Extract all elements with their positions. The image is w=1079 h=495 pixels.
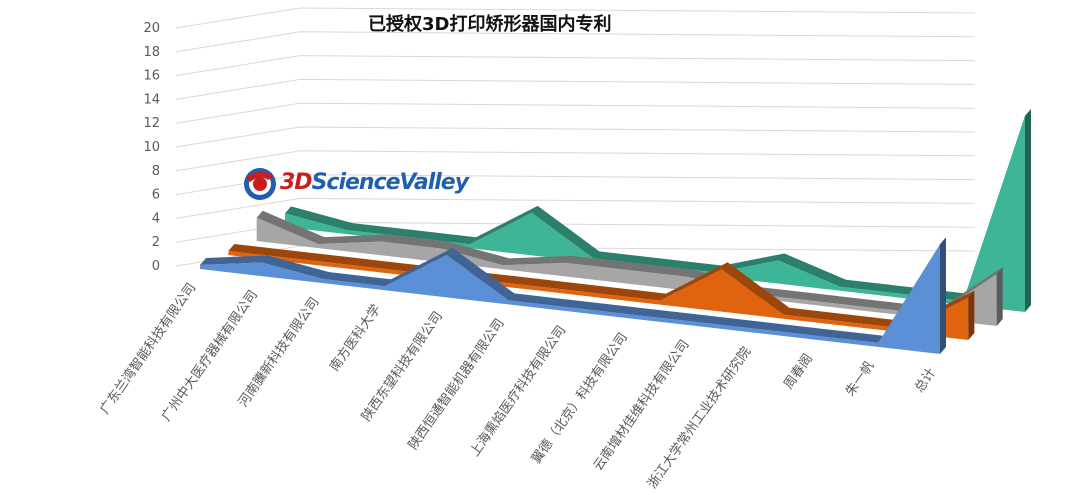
y-tick-label: 12 xyxy=(143,116,160,131)
series-ribbons xyxy=(200,109,1031,354)
series-ribbon-top xyxy=(256,210,1003,315)
series-end-cap xyxy=(996,267,1003,326)
series-ribbon-top xyxy=(228,244,975,329)
grid-lines xyxy=(175,7,976,267)
gridline xyxy=(175,174,976,196)
series-area xyxy=(256,217,997,326)
series-area xyxy=(200,244,940,354)
brand-logo: 3DScienceValley xyxy=(240,162,469,206)
series-end-cap xyxy=(940,237,946,354)
series-end-cap xyxy=(1025,109,1031,312)
x-tick-label: 总计 xyxy=(912,366,939,396)
gridline xyxy=(175,150,976,172)
y-axis-tick-labels: 0 2 4 6 8 10 12 14 16 18 20 xyxy=(143,21,160,274)
y-tick-label: 8 xyxy=(152,164,160,179)
y-tick-label: 10 xyxy=(143,140,160,155)
x-tick-label: 南方医科大学 xyxy=(326,301,384,374)
chart-title: 已授权3D打印矫形器国内专利 xyxy=(368,14,612,35)
series-ribbon-top xyxy=(285,109,1031,301)
y-tick-label: 0 xyxy=(152,259,160,274)
x-tick-label: 朱一帆 xyxy=(843,359,878,400)
y-tick-label: 6 xyxy=(152,188,160,203)
gridline xyxy=(175,31,976,53)
gridline xyxy=(175,126,976,148)
logo-text: 3DScienceValley xyxy=(280,170,469,195)
y-tick-label: 20 xyxy=(143,21,160,36)
series-end-cap xyxy=(968,290,975,340)
gridline xyxy=(175,102,976,124)
x-tick-label: 周春阁 xyxy=(781,352,816,393)
gridline xyxy=(175,55,976,77)
gridline xyxy=(175,7,976,29)
y-tick-label: 14 xyxy=(143,92,160,107)
y-tick-label: 2 xyxy=(152,235,160,250)
y-tick-label: 18 xyxy=(143,45,160,60)
gridline xyxy=(175,197,976,219)
logo-swirl-icon xyxy=(244,168,276,200)
gridline xyxy=(175,78,976,100)
y-tick-label: 16 xyxy=(143,69,160,84)
y-tick-label: 4 xyxy=(152,211,160,226)
